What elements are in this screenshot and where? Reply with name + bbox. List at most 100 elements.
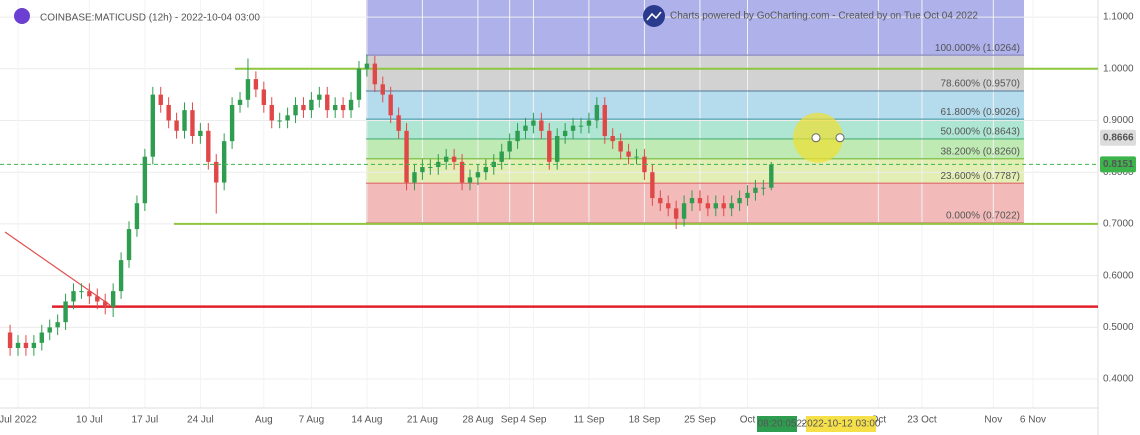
candle-body — [531, 120, 536, 126]
candle-body — [364, 63, 370, 69]
fib-band — [366, 158, 1024, 184]
symbol-label: COINBASE:MATICUSD (12h) - 2022-10-04 03:… — [40, 13, 260, 24]
y-tick-label: 1.1000 — [1103, 12, 1134, 23]
x-tick-label: 24 Jul — [187, 415, 214, 426]
candle-body — [15, 342, 21, 349]
candle-body — [206, 130, 211, 162]
time-badge — [806, 416, 876, 432]
x-tick-label: 28 Aug — [462, 415, 493, 426]
candle-body — [745, 192, 750, 199]
watermark-icon-glyph — [646, 11, 662, 21]
candle-body — [293, 104, 298, 116]
candle-body — [126, 229, 132, 261]
candle-body — [277, 120, 282, 122]
candle-body — [602, 104, 607, 136]
y-tick-label: 0.4000 — [1103, 374, 1134, 385]
candle-body — [150, 94, 156, 157]
candle-body — [515, 130, 520, 142]
candle-body — [269, 104, 274, 121]
candle-body — [237, 99, 243, 105]
fib-band — [366, 119, 1024, 139]
candle-body — [467, 177, 473, 183]
candle-body — [39, 332, 44, 343]
candle-body — [229, 104, 235, 142]
candle-body — [285, 115, 290, 121]
candle-body — [118, 260, 124, 292]
candle-body — [221, 141, 227, 183]
annotation-handle — [835, 133, 845, 143]
x-tick-label: 11 Sep — [573, 415, 604, 426]
candle-body — [134, 203, 140, 230]
y-tick-label: 0.5000 — [1103, 322, 1134, 333]
x-tick-label: Nov — [984, 415, 1002, 426]
candle-body — [396, 115, 401, 131]
candle-body — [340, 104, 346, 111]
candle-body — [7, 332, 13, 349]
candle-body — [301, 104, 306, 111]
candle-body — [166, 104, 171, 121]
trend-line — [4, 231, 111, 306]
candle-body — [555, 136, 560, 162]
candle-body — [689, 198, 695, 204]
candle-body — [443, 156, 449, 162]
candle-body — [412, 172, 417, 183]
candle-body — [483, 167, 489, 173]
candle-body — [261, 89, 267, 105]
x-tick-label: 6 Nov — [1020, 415, 1046, 426]
x-tick-label: Oct — [740, 415, 756, 426]
candle-body — [420, 167, 425, 173]
candle-body — [673, 208, 679, 219]
candle-body — [681, 203, 687, 219]
candle-body — [666, 203, 671, 209]
candle-body — [570, 125, 576, 131]
candle-body — [190, 110, 195, 136]
candle-body — [174, 120, 179, 131]
candle-body — [253, 79, 259, 90]
candle-body — [388, 94, 393, 116]
time-badge-label: 2022-10-12 03:00 — [802, 419, 881, 430]
fib-band — [366, 183, 1024, 223]
candle-body — [63, 301, 68, 323]
x-tick-label: 18 Sep — [629, 415, 661, 426]
candle-body — [404, 130, 409, 183]
candle-body — [142, 156, 148, 204]
candle-body — [428, 167, 433, 169]
candle-body — [182, 110, 187, 131]
candle-body — [769, 164, 774, 188]
candle-body — [348, 99, 354, 111]
y-tick-label: 1.0000 — [1103, 63, 1134, 74]
x-tick-label: 25 Sep — [684, 415, 716, 426]
candle-body — [523, 125, 528, 131]
price-badge-label: 0.8151 — [1103, 159, 1134, 170]
time-badge — [797, 416, 805, 432]
y-tick-label: 0.7000 — [1103, 219, 1134, 230]
candle-body — [79, 291, 84, 293]
candle-body — [650, 172, 655, 199]
candle-body — [594, 104, 600, 121]
candle-body — [245, 79, 251, 100]
candle-body — [737, 198, 742, 204]
candle-body — [547, 130, 552, 162]
candle-body — [372, 63, 378, 85]
x-tick-label: Sep — [501, 415, 519, 426]
x-tick-label: 10 Jul — [76, 415, 103, 426]
fib-label: 50.000% (0.8643) — [940, 127, 1020, 138]
candle-body — [729, 203, 734, 209]
candle-body — [198, 130, 203, 136]
x-tick-label: 4 Sep — [520, 415, 547, 426]
candle-body — [103, 301, 108, 307]
candle-body — [317, 94, 322, 100]
fib-band — [366, 0, 1024, 56]
candle-body — [451, 156, 457, 162]
candle-body — [634, 156, 639, 158]
x-tick-label: 7 Aug — [299, 415, 325, 426]
time-badge-label: 2- — [797, 419, 806, 430]
candle-body — [332, 104, 338, 111]
candle-body — [325, 94, 330, 111]
fib-band — [366, 91, 1024, 120]
time-badge-label: 08:20:05 — [758, 419, 797, 430]
candle-body — [586, 120, 592, 126]
candle-body — [539, 120, 544, 131]
candle-body — [380, 84, 385, 95]
